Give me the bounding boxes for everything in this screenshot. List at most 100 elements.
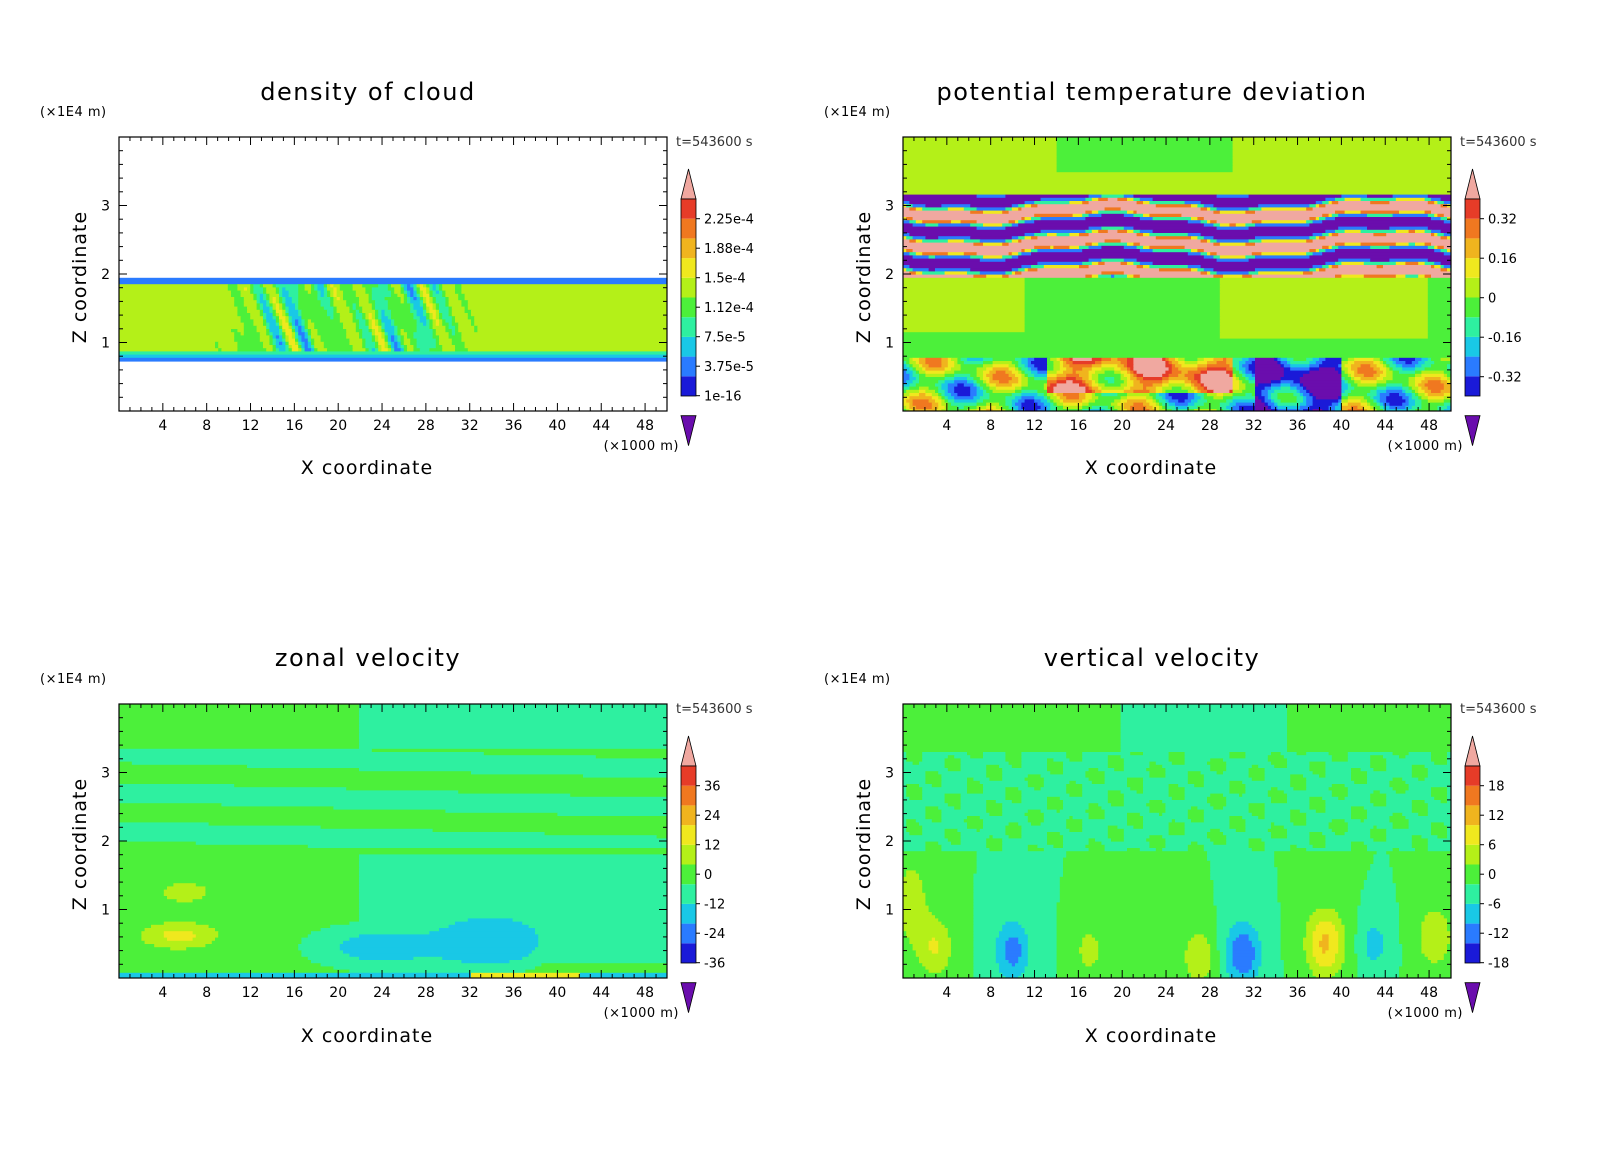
heatmap-cell [1027, 784, 1045, 788]
heatmap-cell [451, 341, 466, 346]
heatmap-cell [1171, 361, 1179, 365]
heatmap-cell [941, 357, 949, 362]
heatmap-cell [1226, 367, 1234, 372]
heatmap-cell [1255, 373, 1285, 378]
heatmap-cell [1056, 950, 1080, 955]
heatmap-cell [400, 284, 405, 288]
heatmap-cell [1002, 255, 1013, 260]
heatmap-cell [1184, 357, 1198, 362]
heatmap-cell [1213, 396, 1224, 400]
heatmap-cell [1149, 393, 1157, 397]
heatmap-cell [1088, 373, 1093, 378]
heatmap-cell [263, 322, 267, 327]
heatmap-cell [1405, 816, 1451, 820]
heatmap-cell [973, 960, 997, 964]
heatmap-cell [922, 828, 946, 833]
heatmap-cell [1328, 825, 1349, 830]
heatmap-cell [1018, 956, 1029, 961]
heatmap-cell [359, 325, 370, 330]
heatmap-cell [912, 761, 920, 766]
heatmap-cell [432, 306, 437, 311]
heatmap-cell [359, 723, 667, 727]
heatmap-cell [435, 345, 443, 349]
heatmap-cell [359, 912, 667, 916]
heatmap-cell [954, 373, 971, 378]
heatmap-cell [1360, 768, 1374, 772]
heatmap-cell [1309, 835, 1326, 839]
heatmap-cell [394, 290, 402, 295]
heatmap-cell [298, 335, 302, 340]
heatmap-cell [279, 329, 283, 333]
heatmap-cell [1210, 867, 1278, 871]
heatmap-cell [1143, 816, 1189, 820]
heatmap-cell [1063, 867, 1211, 871]
heatmap-cell [903, 748, 1122, 753]
heatmap-cell [1027, 950, 1058, 955]
x-tick-label: 44 [1376, 985, 1394, 1001]
x-tick-label: 36 [1289, 985, 1307, 1001]
heatmap-cell [1034, 245, 1051, 250]
heatmap-cell [359, 880, 667, 884]
heatmap-cell [1040, 197, 1086, 202]
heatmap-cell [967, 825, 984, 830]
heatmap-cell [1056, 409, 1083, 411]
heatmap-cell [1085, 229, 1093, 234]
heatmap-cell [359, 854, 667, 859]
heatmap-cell [1117, 229, 1128, 234]
heatmap-cell [1383, 944, 1403, 948]
heatmap-cell [1082, 752, 1131, 756]
heatmap-cell [1443, 201, 1451, 205]
heatmap-cell [1024, 966, 1058, 971]
heatmap-cell [906, 236, 914, 240]
heatmap-cell [1312, 393, 1342, 397]
heatmap-cell [1306, 928, 1317, 932]
heatmap-cell [1088, 402, 1112, 407]
heatmap-cell [285, 303, 296, 308]
heatmap-cell [119, 880, 360, 884]
heatmap-cell [1079, 373, 1090, 378]
heatmap-cell [1178, 784, 1195, 788]
heatmap-cell [119, 313, 238, 317]
heatmap-cell [1120, 716, 1288, 721]
heatmap-cell [381, 319, 392, 324]
heatmap-cell [1024, 287, 1221, 292]
heatmap-cell [1047, 364, 1054, 368]
heatmap-cell [1437, 245, 1445, 250]
x-tick-label: 36 [1289, 418, 1307, 434]
heatmap-cell [1447, 761, 1451, 766]
heatmap-field [903, 137, 1451, 411]
heatmap-cell [1082, 261, 1093, 266]
heatmap-cell [1347, 396, 1365, 400]
heatmap-cell [384, 338, 389, 343]
heatmap-cell [381, 313, 386, 317]
heatmap-cell [371, 338, 376, 343]
heatmap-cell [1287, 748, 1451, 753]
heatmap-cell [455, 329, 459, 333]
heatmap-cell [407, 345, 414, 349]
heatmap-cell [1165, 409, 1173, 411]
heatmap-cell [983, 377, 990, 381]
heatmap-cell [1443, 245, 1451, 250]
heatmap-cell [1040, 229, 1086, 234]
heatmap-cell [995, 956, 1006, 961]
heatmap-cell [1338, 201, 1371, 205]
heatmap-cell [317, 329, 347, 333]
heatmap-cell [1303, 373, 1342, 378]
heatmap-cell [1367, 937, 1384, 942]
heatmap-cell [1229, 816, 1243, 820]
heatmap-cell [359, 883, 667, 887]
heatmap-cell [1088, 370, 1096, 375]
heatmap-cell [1187, 252, 1202, 256]
heatmap-cell [1059, 899, 1214, 903]
heatmap-cell [1040, 774, 1086, 779]
heatmap-cell [963, 361, 984, 365]
heatmap-cell [448, 303, 462, 308]
heatmap-cell [903, 268, 907, 272]
heatmap-cell [432, 332, 437, 336]
heatmap-cell [1047, 405, 1051, 410]
heatmap-cell [1255, 268, 1310, 272]
heatmap-cell [1187, 947, 1211, 951]
heatmap-cell [1184, 790, 1230, 795]
heatmap-cell [1447, 405, 1451, 410]
heatmap-cell [1309, 832, 1323, 836]
